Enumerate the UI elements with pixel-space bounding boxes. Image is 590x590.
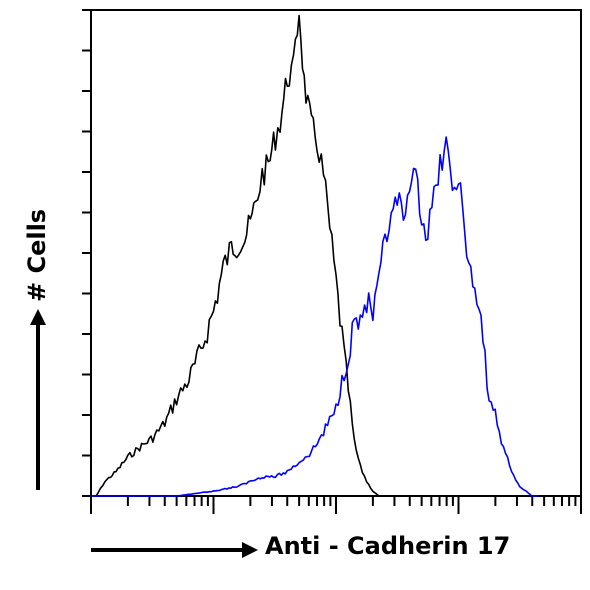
x-axis-ticks [90, 496, 582, 514]
axis-arrows [30, 309, 258, 558]
x-arrow-head [242, 542, 258, 558]
series-line-1 [90, 14, 385, 497]
x-axis-label: Anti - Cadherin 17 [265, 532, 511, 560]
plot-frame [90, 9, 582, 497]
y-axis-label: # Cells [23, 208, 51, 302]
series-lines [90, 14, 539, 497]
series-line-2 [91, 136, 539, 497]
y-axis-ticks [82, 9, 91, 497]
y-arrow-head [30, 309, 46, 325]
